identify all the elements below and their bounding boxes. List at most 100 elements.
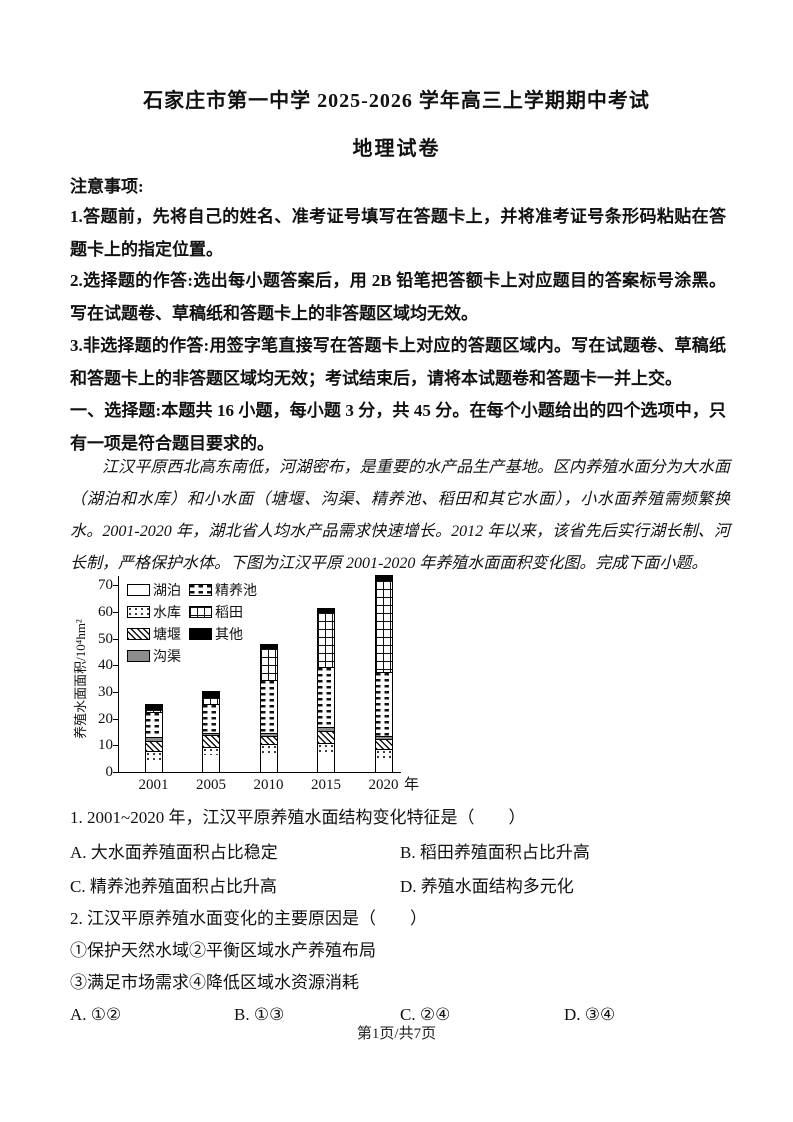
legend-swatch-intensive	[189, 584, 212, 596]
y-tick-label: 0	[105, 764, 114, 780]
question-1-option-b: B. 稻田养殖面积占比升高	[400, 843, 590, 862]
bar-segment-intensive	[260, 679, 277, 734]
x-tick-label: 2020	[368, 777, 399, 793]
x-tick-label: 2010	[253, 777, 284, 793]
bar-2010	[259, 644, 278, 773]
bar-segment-pond	[145, 741, 162, 751]
bar-2020	[374, 574, 393, 773]
y-tick-mark	[113, 691, 118, 694]
x-tick-label: 2001	[138, 777, 169, 793]
legend-item: 精养池	[189, 580, 257, 600]
bar-segment-lake	[145, 760, 162, 772]
bar-segment-ditch	[203, 733, 219, 735]
bar-segment-ditch	[145, 737, 162, 742]
bar-segment-pond	[260, 735, 277, 744]
bar-segment-other	[145, 705, 162, 710]
bar-segment-paddy	[375, 579, 392, 672]
bar-segment-reservoir	[375, 749, 392, 760]
bar-segment-intensive	[318, 666, 334, 727]
y-tick-label: 50	[98, 630, 113, 647]
legend-swatch-pond	[127, 628, 150, 640]
chart-x-axis-unit: 年	[404, 777, 420, 793]
notice-item-2: 2.选择题的作答:选出每小题答案后，用 2B 铅笔把答额卡上对应题目的答案标号涂…	[70, 271, 726, 323]
x-tick-label: 2015	[311, 777, 341, 793]
bar-segment-ditch	[375, 735, 392, 739]
legend-item: 湖泊	[127, 580, 181, 600]
legend-label: 沟渠	[153, 650, 181, 665]
question-2-statement-1: ①保护天然水域②平衡区域水产养殖布局	[70, 941, 376, 960]
legend-swatch-lake	[127, 584, 150, 596]
bar-2001	[144, 704, 163, 773]
bar-segment-ditch	[260, 733, 277, 736]
legend-label: 其他	[215, 628, 243, 643]
legend-label: 稻田	[215, 606, 243, 621]
bar-segment-reservoir	[145, 750, 162, 760]
y-tick-mark	[113, 745, 118, 747]
bar-segment-intensive	[203, 703, 219, 734]
bar-segment-ditch	[318, 726, 334, 731]
legend-label: 塘堰	[153, 628, 181, 643]
bar-segment-intensive	[145, 711, 162, 738]
page-subtitle: 地理试卷	[352, 138, 441, 160]
legend-item: 其他	[189, 624, 243, 644]
page-number: 第1页/共7页	[356, 1026, 437, 1042]
question-1-option-d: D. 养殖水面结构多元化	[400, 877, 574, 896]
page-title: 石家庄市第一中学 2025-2026 学年高三上学期期中考试	[143, 90, 650, 112]
notice-item-3: 3.非选择题的作答:用签字笔直接写在答题卡上对应的答题区域内。写在试题卷、草稿纸…	[70, 336, 726, 388]
bar-segment-paddy	[260, 647, 277, 680]
legend-label: 湖泊	[153, 584, 181, 599]
y-tick-mark	[113, 638, 118, 640]
legend-swatch-paddy	[189, 606, 212, 618]
y-tick-mark	[113, 665, 118, 667]
y-tick-mark	[113, 585, 118, 587]
y-tick-label: 10	[98, 737, 113, 754]
bar-segment-intensive	[375, 671, 392, 736]
bar-segment-other	[260, 645, 277, 648]
bar-segment-paddy	[318, 611, 334, 667]
legend-label: 精养池	[215, 584, 257, 599]
legend-item: 稻田	[189, 602, 243, 622]
bar-segment-lake	[375, 759, 392, 772]
bar-segment-other	[318, 609, 334, 612]
bar-segment-reservoir	[203, 746, 219, 755]
legend-label: 水库	[153, 606, 181, 621]
y-tick-label: 20	[98, 710, 113, 727]
question-1-option-c: C. 精养池养殖面积占比升高	[70, 877, 277, 896]
notice-item-1: 1.答题前，先将自己的姓名、准考证号填写在答题卡上，并将准考证号条形码粘贴在答题…	[70, 207, 726, 259]
question-2-statement-2: ③满足市场需求④降低区域水资源消耗	[70, 973, 359, 992]
bar-2005	[202, 690, 220, 773]
aquaculture-area-chart: 养殖水面面积/10⁴hm² 年 湖泊 水库 塘堰 沟渠 精养池 稻田 其他 0 10 20 30 4…	[73, 570, 435, 802]
bar-segment-lake	[203, 754, 219, 772]
y-tick-label: 60	[98, 603, 113, 620]
bar-segment-paddy	[145, 709, 162, 712]
y-tick-mark	[113, 772, 118, 774]
bar-segment-pond	[203, 734, 219, 747]
question-2-option-a: A. ①②	[70, 1005, 122, 1024]
question-2-option-b: B. ①③	[234, 1005, 285, 1024]
question-2-option-d: D. ③④	[564, 1005, 616, 1024]
legend-swatch-other	[189, 628, 212, 640]
bar-segment-lake	[318, 753, 334, 772]
question-2-stem: 2. 江汉平原养殖水面变化的主要原因是（ ）	[70, 909, 427, 928]
bar-segment-reservoir	[318, 742, 334, 754]
legend-item: 水库	[127, 602, 181, 622]
question-1-option-a: A. 大水面养殖面积占比稳定	[70, 843, 278, 862]
question-2-option-c: C. ②④	[400, 1005, 451, 1024]
y-tick-mark	[113, 718, 118, 720]
section-heading: 一、选择题:本题共 16 小题，每小题 3 分，共 45 分。在每个小题给出的四…	[70, 401, 726, 453]
chart-y-axis	[118, 576, 120, 773]
legend-swatch-ditch	[127, 650, 150, 662]
chart-legend: 湖泊水库塘堰沟渠 精养池稻田其他	[127, 580, 317, 675]
legend-item: 塘堰	[127, 624, 181, 644]
bar-segment-other	[375, 575, 392, 580]
bar-2015	[317, 608, 335, 773]
bar-segment-reservoir	[260, 743, 277, 755]
y-tick-mark	[113, 611, 118, 613]
notice-heading: 注意事项:	[70, 177, 144, 196]
bar-segment-pond	[318, 730, 334, 743]
bar-segment-pond	[375, 738, 392, 750]
y-tick-label: 40	[98, 657, 113, 674]
x-tick-label: 2005	[196, 777, 226, 793]
y-tick-label: 30	[98, 683, 113, 700]
